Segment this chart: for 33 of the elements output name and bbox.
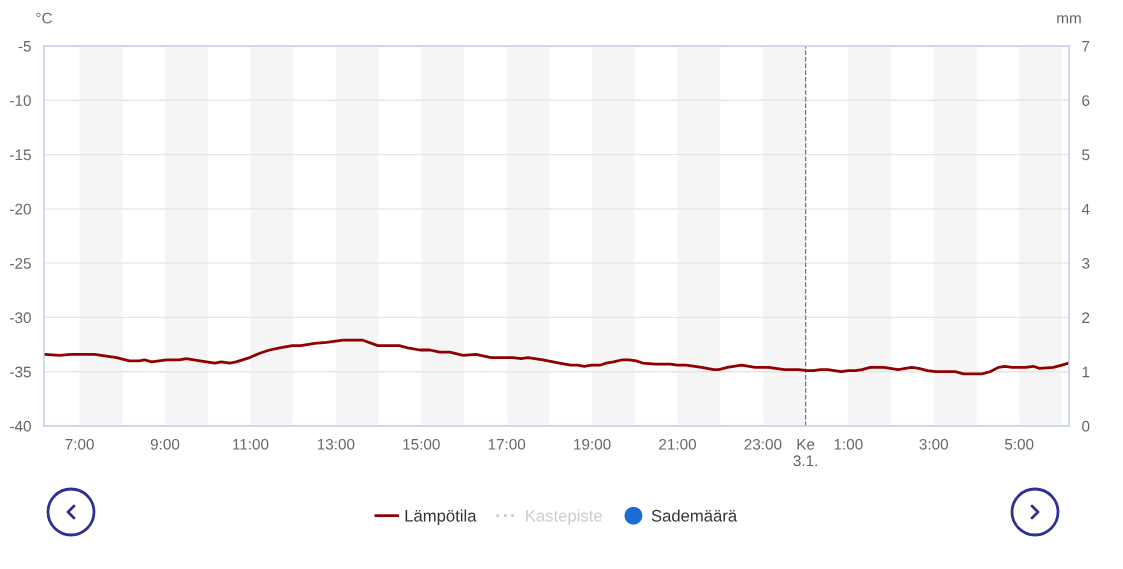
y-tick-label: -10 <box>10 95 31 106</box>
x-tick-label: 15:00 <box>403 438 440 450</box>
y-tick-label: -40 <box>10 420 31 432</box>
y-axis-title: °C <box>36 12 52 24</box>
x-tick-label: 21:00 <box>659 438 697 450</box>
x-tick-label: 1:00 <box>834 438 863 450</box>
y-tick-label: -5 <box>18 41 31 52</box>
x-tick-label: Ke 3.1. <box>793 439 817 467</box>
x-tick-label: 3:00 <box>919 438 949 450</box>
legend-label: Sademäärä <box>651 509 738 522</box>
x-tick-label: 19:00 <box>574 438 611 450</box>
x-tick-label: 9:00 <box>150 438 180 450</box>
x-tick-label: 17:00 <box>488 438 526 450</box>
y2-tick-label: 2 <box>1082 312 1090 323</box>
y2-tick-label: 1 <box>1082 366 1090 378</box>
y-tick-label: -25 <box>10 258 31 269</box>
x-tick-label: 11:00 <box>233 438 269 450</box>
y2-tick-label: 3 <box>1082 258 1090 269</box>
y-tick-label: -20 <box>10 203 31 215</box>
y2-tick-label: 7 <box>1082 41 1090 52</box>
y2-tick-label: 5 <box>1082 149 1090 161</box>
y2-tick-label: 6 <box>1082 95 1090 106</box>
x-tick-label: 23:00 <box>744 438 782 450</box>
y-tick-label: -30 <box>10 312 31 324</box>
y-tick-label: -15 <box>10 149 31 161</box>
y2-tick-label: 0 <box>1082 420 1090 432</box>
y2-tick-label: 4 <box>1081 203 1090 215</box>
x-tick-label: 5:00 <box>1004 438 1034 450</box>
y2-axis-title: mm <box>1057 15 1081 24</box>
legend-label: Lämpötila <box>405 509 477 525</box>
x-tick-label: 7:00 <box>65 438 94 450</box>
y-tick-label: -35 <box>10 366 31 378</box>
x-tick-label: 13:00 <box>317 438 355 450</box>
